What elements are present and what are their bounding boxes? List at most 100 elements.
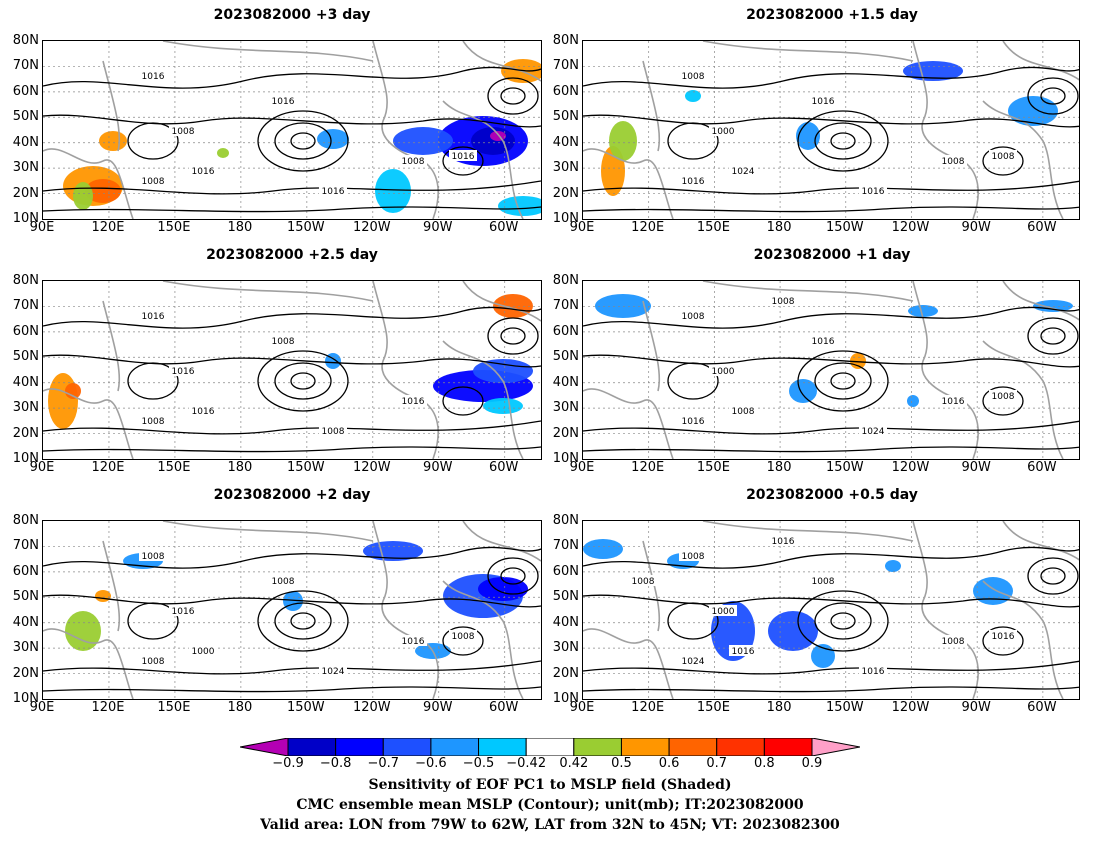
isobar bbox=[982, 146, 1024, 176]
coastline bbox=[442, 100, 524, 219]
contour-label: 1000 bbox=[709, 365, 737, 377]
svg-text:1008: 1008 bbox=[402, 157, 425, 167]
lon-tick-label: 120W bbox=[352, 700, 391, 715]
sensitivity-shade bbox=[393, 127, 453, 155]
panel-title-plus0_5day: 2023082000 +0.5 day bbox=[746, 487, 918, 503]
svg-text:1016: 1016 bbox=[402, 637, 425, 647]
lat-tick-label: 10N bbox=[552, 211, 579, 226]
colorbar-segment bbox=[573, 737, 622, 757]
panel-title-plus2_5day: 2023082000 +2.5 day bbox=[206, 247, 378, 263]
lat-tick-label: 10N bbox=[12, 451, 39, 466]
svg-text:1024: 1024 bbox=[732, 167, 755, 177]
lat-tick-label: 50N bbox=[12, 109, 39, 125]
isobar bbox=[583, 180, 1079, 195]
svg-text:1024: 1024 bbox=[322, 667, 345, 677]
coastline bbox=[43, 148, 134, 219]
colorbar-arrow-right bbox=[811, 737, 861, 757]
svg-text:1008: 1008 bbox=[272, 337, 295, 347]
sensitivity-shade bbox=[903, 61, 963, 81]
svg-text:1016: 1016 bbox=[142, 72, 165, 82]
sensitivity-shade bbox=[85, 179, 121, 203]
lon-tick-label: 120W bbox=[352, 220, 391, 235]
colorbar-tick-label: 0.9 bbox=[801, 756, 823, 771]
svg-text:1016: 1016 bbox=[942, 397, 965, 407]
lat-tick-label: 20N bbox=[12, 665, 39, 681]
isobar bbox=[583, 594, 1079, 608]
sensitivity-shade bbox=[768, 611, 818, 651]
isobar bbox=[487, 317, 539, 355]
lon-tick-label: 150E bbox=[157, 700, 191, 715]
lon-tick-label: 90W bbox=[423, 700, 453, 715]
svg-text:1000: 1000 bbox=[192, 647, 215, 657]
lat-tick-label: 40N bbox=[12, 134, 39, 150]
sensitivity-shade bbox=[583, 539, 623, 559]
isobar bbox=[500, 567, 526, 585]
svg-text:1008: 1008 bbox=[772, 297, 795, 307]
coastline bbox=[702, 521, 914, 542]
coastline bbox=[1002, 281, 1079, 321]
colorbar-tick-label: 0.42 bbox=[559, 756, 589, 771]
contour-label: 1016 bbox=[269, 95, 297, 107]
isobar bbox=[814, 362, 872, 400]
isobar bbox=[1027, 557, 1079, 595]
coastline bbox=[162, 281, 374, 302]
coastline bbox=[102, 60, 121, 152]
svg-text:1016: 1016 bbox=[192, 167, 215, 177]
coastline bbox=[642, 60, 661, 152]
lon-tick-label: 120W bbox=[891, 700, 930, 715]
isobar bbox=[274, 362, 332, 400]
lat-tick-label: 80N bbox=[552, 513, 579, 528]
coastline bbox=[982, 340, 1064, 459]
lat-tick-label: 70N bbox=[552, 58, 579, 74]
lon-tick-label: 90W bbox=[423, 220, 453, 235]
lat-tick-label: 60N bbox=[12, 83, 39, 99]
svg-text:1016: 1016 bbox=[812, 337, 835, 347]
contour-label: 1008 bbox=[269, 575, 297, 587]
lon-tick-label: 150W bbox=[286, 700, 325, 715]
map-panel-plus2_5day: 1016 1008 1016 1016 1016 1008 1008 bbox=[42, 280, 542, 460]
lon-tick-label: 120E bbox=[91, 700, 125, 715]
map-panel-plus0_5day: 1008 1008 1000 1016 1008 1016 1024 1016 1016 1008 bbox=[582, 520, 1080, 700]
svg-text:1008: 1008 bbox=[322, 427, 345, 437]
colorbar-tick-label: −0.42 bbox=[506, 756, 547, 771]
contour-label: 1016 bbox=[729, 645, 757, 657]
map-panel-plus1day: 1008 1016 1000 1008 1016 1024 1016 1008 1008 bbox=[582, 280, 1080, 460]
sensitivity-shade bbox=[73, 182, 93, 210]
contour-label: 1008 bbox=[139, 550, 167, 562]
coastline bbox=[982, 580, 1064, 699]
lat-tick-label: 30N bbox=[552, 160, 579, 176]
lat-tick-label: 20N bbox=[552, 665, 579, 681]
isobar bbox=[442, 146, 484, 176]
lon-tick-label: 60W bbox=[1027, 700, 1057, 715]
svg-text:1016: 1016 bbox=[812, 97, 835, 107]
lat-tick-label: 80N bbox=[552, 33, 579, 48]
svg-text:1016: 1016 bbox=[142, 312, 165, 322]
contour-label: 1024 bbox=[729, 165, 757, 177]
contour-label: 1016 bbox=[139, 310, 167, 322]
isobar bbox=[814, 602, 872, 640]
lon-tick-label: 120E bbox=[91, 460, 125, 475]
contour-label: 1008 bbox=[139, 655, 167, 667]
lat-tick-label: 60N bbox=[12, 323, 39, 339]
lon-tick-label: 120E bbox=[631, 220, 665, 235]
contour-label: 1008 bbox=[939, 155, 967, 167]
isobar bbox=[797, 590, 889, 652]
colorbar-tick-label: −0.8 bbox=[319, 756, 352, 771]
lat-tick-label: 40N bbox=[552, 374, 579, 390]
isobar bbox=[1027, 317, 1079, 355]
contour-label: 1008 bbox=[939, 635, 967, 647]
svg-text:1024: 1024 bbox=[682, 657, 705, 667]
contour-label: 1016 bbox=[449, 150, 477, 162]
colorbar-tick-label: −0.6 bbox=[415, 756, 447, 771]
lon-tick-label: 150W bbox=[825, 700, 864, 715]
lon-tick-label: 90W bbox=[423, 460, 453, 475]
sensitivity-shade bbox=[595, 294, 651, 318]
coastline bbox=[462, 41, 541, 82]
contour-label: 1008 bbox=[679, 550, 707, 562]
lat-tick-label: 40N bbox=[12, 374, 39, 390]
isobar bbox=[583, 446, 1079, 453]
coastline bbox=[442, 580, 524, 699]
sensitivity-shade bbox=[217, 148, 229, 158]
contour-label: 1016 bbox=[809, 335, 837, 347]
contour-label: 1016 bbox=[809, 95, 837, 107]
